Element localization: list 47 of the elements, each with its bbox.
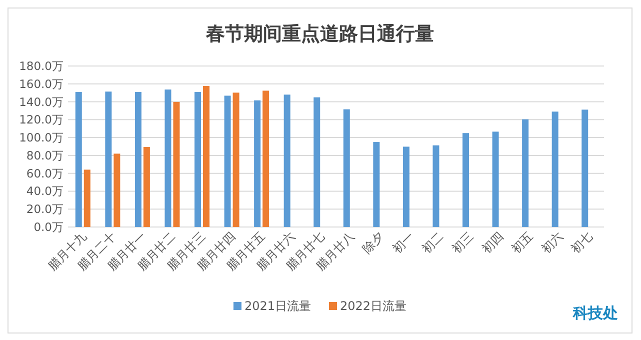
x-tick-label: 除夕 [360, 229, 387, 256]
y-tick-label: 140.0万 [19, 94, 64, 109]
bar [262, 90, 270, 227]
bar [552, 112, 558, 227]
bar [232, 92, 240, 227]
bar [254, 100, 261, 227]
y-tick-label: 160.0万 [19, 76, 64, 91]
y-tick-label: 60.0万 [26, 166, 64, 180]
y-tick-label: 100.0万 [19, 130, 64, 145]
bar [194, 92, 201, 227]
x-tick-label: 初二 [419, 229, 446, 256]
bar [84, 170, 90, 227]
bar [314, 97, 320, 227]
x-tick-label: 初五 [508, 229, 536, 256]
bar [224, 96, 231, 227]
bar [134, 92, 142, 227]
bar [432, 145, 440, 227]
bar [114, 154, 120, 227]
y-tick-label: 20.0万 [26, 202, 64, 216]
y-tick-label: 80.0万 [26, 148, 64, 162]
bar [105, 92, 112, 227]
legend-label: 2021日流量 [244, 299, 311, 313]
bar [203, 86, 210, 227]
bar [522, 119, 529, 227]
bar [373, 142, 380, 227]
bar [284, 94, 290, 227]
bar [402, 146, 410, 227]
legend-label: 2022日流量 [340, 299, 407, 313]
bar [492, 132, 499, 227]
x-tick-label: 初一 [390, 229, 417, 256]
y-tick-label: 180.0万 [19, 59, 64, 73]
text: 科技处 [572, 304, 618, 322]
x-tick-label: 初三 [449, 229, 476, 256]
y-tick-label: 120.0万 [19, 112, 64, 127]
x-tick-label: 初七 [568, 229, 596, 256]
x-tick-label: 初四 [479, 229, 506, 256]
bar [75, 92, 82, 227]
bar [582, 110, 588, 227]
bar [173, 102, 180, 227]
bar [164, 90, 172, 227]
y-tick-label: 0.0万 [34, 220, 64, 234]
bar [143, 146, 150, 227]
y-tick-label: 40.0万 [26, 184, 64, 198]
bar [343, 109, 350, 227]
chart-title: 春节期间重点道路日通行量 [205, 23, 434, 45]
x-tick-label: 初六 [538, 229, 566, 256]
bar [462, 133, 469, 227]
